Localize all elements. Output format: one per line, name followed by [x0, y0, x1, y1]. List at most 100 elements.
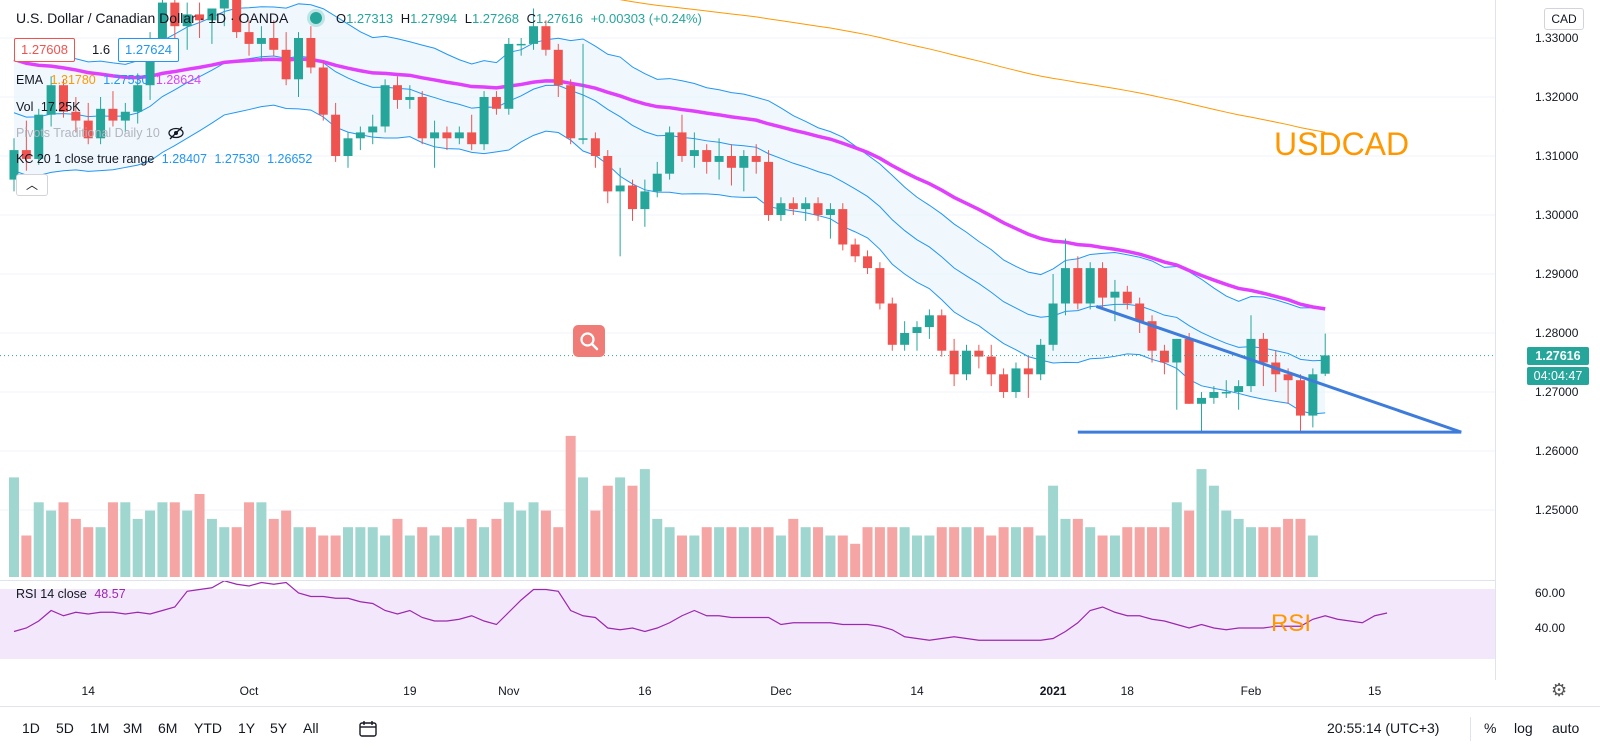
search-button[interactable]: [573, 325, 605, 357]
candle-body: [1098, 268, 1108, 298]
rsi-value: 48.57: [94, 587, 126, 601]
volume-bar: [491, 518, 502, 577]
volume-bar: [862, 527, 873, 577]
candle-body: [986, 356, 996, 375]
rsi-polyline: [13, 580, 1388, 641]
volume-bar: [615, 477, 626, 577]
candle-body: [120, 111, 130, 121]
candle-body: [256, 38, 266, 44]
candle-body: [1258, 338, 1268, 363]
candle-body: [96, 108, 106, 139]
ema-value-2: 1.27530: [103, 73, 149, 87]
candle-body: [961, 350, 971, 375]
candle-body: [764, 161, 774, 215]
ema-legend[interactable]: EMA 1.31780 1.27530 1.28624: [16, 73, 205, 87]
candle-body: [541, 26, 551, 50]
ohlc-o-label: O: [335, 11, 347, 26]
search-icon: [580, 332, 599, 351]
range-button-5d[interactable]: 5D: [56, 720, 74, 736]
rsi-annotation[interactable]: RSI: [1271, 610, 1312, 637]
volume-bar: [21, 535, 32, 577]
volume-bar: [1258, 527, 1269, 577]
candle-body: [689, 150, 699, 156]
time-axis-label: 19: [403, 684, 417, 698]
rsi-axis-label: 40.00: [1535, 621, 1566, 635]
candle-body: [1172, 338, 1182, 363]
range-button-1y[interactable]: 1Y: [238, 720, 256, 736]
candle-body: [751, 156, 761, 162]
volume-bar: [800, 527, 811, 577]
volume-bar: [392, 518, 403, 577]
volume-bar: [528, 502, 539, 577]
volume-bar: [95, 527, 106, 577]
bottom-toolbar: 1D 5D 1M 3M 6M YTD 1Y 5Y All 20:55:14 (UTC+3) % …: [0, 706, 1600, 752]
volume-bar: [503, 502, 514, 577]
currency-button[interactable]: CAD: [1544, 8, 1584, 30]
percent-toggle[interactable]: %: [1484, 720, 1497, 736]
pair-annotation[interactable]: USDCAD: [1274, 126, 1410, 162]
candle-body: [504, 43, 514, 109]
time-axis-label: Nov: [498, 684, 520, 698]
range-button-1d[interactable]: 1D: [22, 720, 40, 736]
eye-off-icon[interactable]: [167, 126, 185, 143]
rsi-line: [13, 580, 1388, 641]
volume-bar: [268, 518, 279, 577]
spread-value: 1.6: [92, 42, 111, 57]
volume-legend[interactable]: Vol 17.25K: [16, 100, 85, 114]
buy-price: 1.27624: [125, 42, 172, 57]
volume-bar: [1307, 535, 1318, 577]
candle-body: [1283, 374, 1293, 381]
price-axis-label: 1.26000: [1535, 444, 1579, 458]
log-toggle[interactable]: log: [1514, 720, 1533, 736]
pivots-legend[interactable]: Pivots Traditional Daily 10: [16, 126, 189, 143]
volume-bar: [664, 527, 675, 577]
symbol-legend: U.S. Dollar / Canadian Dollar · 1D · OAN…: [16, 10, 710, 26]
time-axis-label: 14: [81, 684, 95, 698]
candle-body: [924, 315, 934, 328]
range-button-6m[interactable]: 6M: [158, 720, 178, 736]
rsi-legend[interactable]: RSI 14 close 48.57: [16, 587, 130, 601]
price-grid: [0, 37, 1495, 511]
price-axis[interactable]: [1495, 0, 1600, 680]
candle-body: [640, 191, 650, 210]
range-button-all[interactable]: All: [303, 720, 319, 736]
range-button-5y[interactable]: 5Y: [270, 720, 288, 736]
date-range-icon[interactable]: [358, 720, 378, 743]
candle-body: [34, 114, 44, 159]
range-button-ytd[interactable]: YTD: [194, 720, 222, 736]
gear-icon[interactable]: ⚙: [1551, 680, 1568, 700]
sell-price: 1.27608: [21, 42, 68, 57]
volume-bar: [479, 527, 490, 577]
clock-display[interactable]: 20:55:14 (UTC+3): [1327, 720, 1440, 736]
ema-slow-line: [619, 0, 1326, 133]
sell-button[interactable]: 1.27608: [14, 38, 75, 62]
range-button-1m[interactable]: 1M: [90, 720, 110, 736]
auto-toggle[interactable]: auto: [1552, 720, 1580, 736]
candle-body: [58, 85, 68, 112]
volume-rsi-separator[interactable]: [0, 580, 1495, 581]
volume-bar: [1147, 527, 1158, 577]
chart-canvas[interactable]: [0, 0, 1600, 706]
volume-bar: [1184, 510, 1195, 577]
candle-body: [652, 173, 662, 192]
ema-value-3: 1.28624: [155, 73, 202, 87]
symbol-title[interactable]: U.S. Dollar / Canadian Dollar · 1D · OAN…: [16, 10, 289, 26]
candle-body: [1036, 344, 1046, 375]
rsi-label: RSI 14 close: [16, 587, 87, 601]
time-axis-label: Feb: [1240, 684, 1262, 698]
volume-bar: [1196, 469, 1207, 577]
candle-body: [21, 150, 31, 159]
candle-body: [1197, 397, 1207, 404]
candle-body: [318, 67, 328, 115]
volume-bar: [1072, 518, 1083, 577]
volume-bar: [1246, 527, 1256, 577]
range-button-3m[interactable]: 3M: [123, 720, 143, 736]
collapse-legend-button[interactable]: ︿: [16, 174, 48, 196]
volume-bar: [726, 527, 737, 577]
volume-bar: [1134, 527, 1145, 577]
kc-legend[interactable]: KC 20 1 close true range 1.28407 1.27530…: [16, 152, 316, 166]
buy-button[interactable]: 1.27624: [118, 38, 179, 62]
vol-value: 17.25K: [40, 100, 81, 114]
resistance-trendline: [1095, 305, 1462, 434]
rsi-axis-label: 60.00: [1535, 586, 1566, 600]
